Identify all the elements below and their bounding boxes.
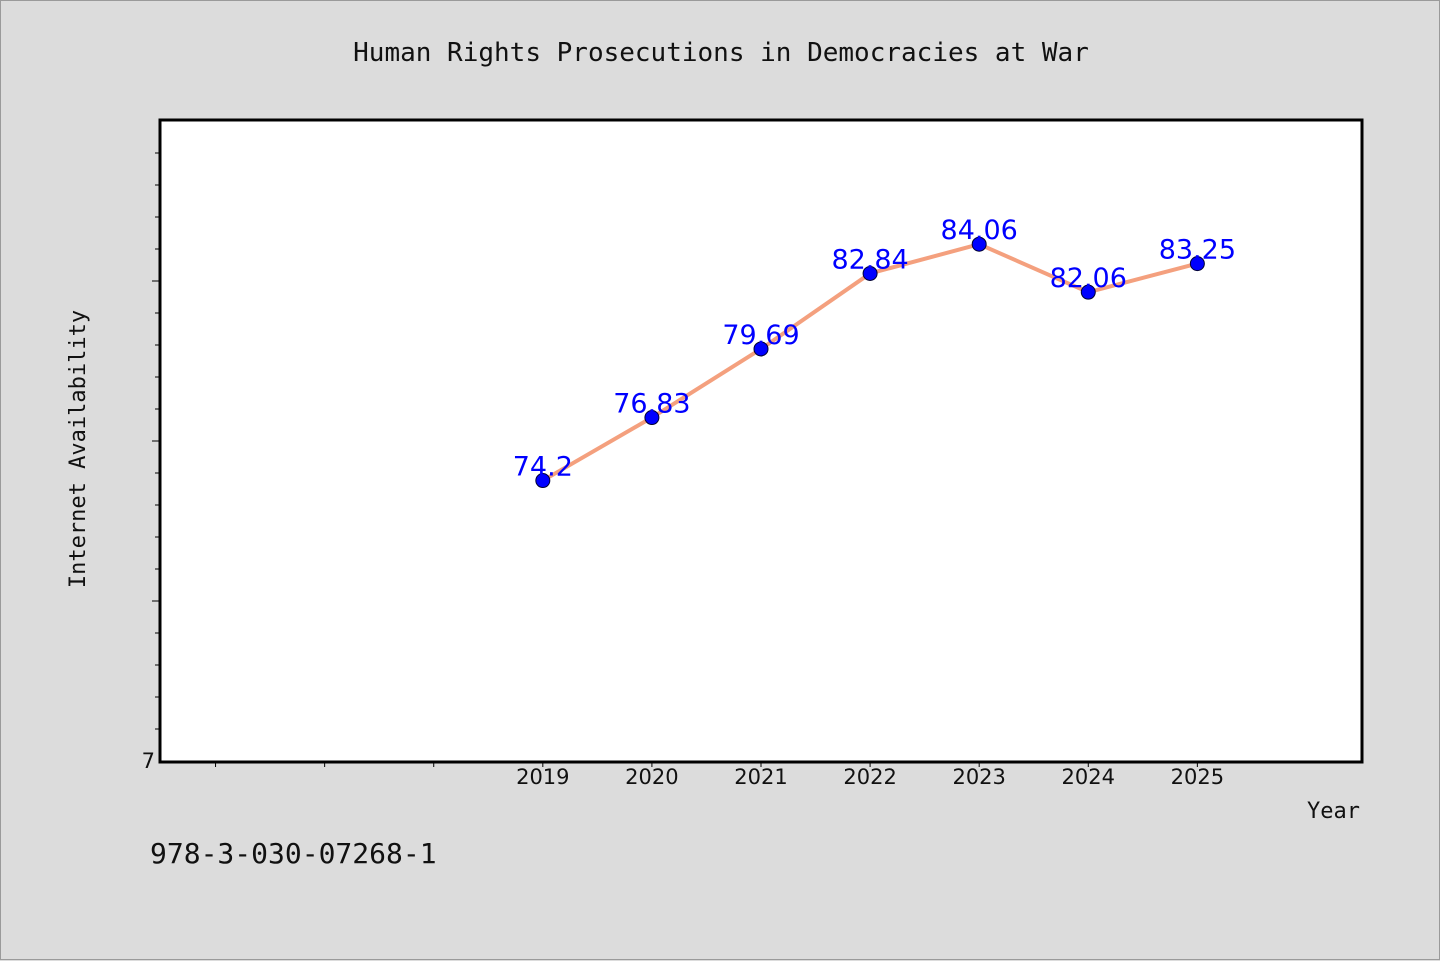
data-label: 84.06 [941, 215, 1018, 246]
data-point [535, 473, 551, 489]
x-axis-label: Year [1307, 799, 1360, 824]
x-tick-label: 2023 [952, 765, 1005, 789]
y-axis-label: Internet Availability [66, 310, 91, 588]
x-tick-label: 2024 [1062, 765, 1115, 789]
y-axis-ticks: 7 [142, 152, 160, 773]
data-label: 82.84 [831, 244, 908, 275]
x-tick-label: 2022 [843, 765, 896, 789]
data-label: 82.06 [1050, 263, 1127, 294]
x-tick-label: 2020 [625, 765, 678, 789]
data-point [1189, 256, 1205, 272]
plot-area [158, 118, 1364, 764]
x-tick-label: 2019 [516, 765, 569, 789]
data-point [753, 341, 769, 357]
series-layer: 74.2 76.83 79.69 82.84 84.06 82.06 83.25 [513, 215, 1236, 489]
data-point [644, 410, 660, 426]
footer-code: 978-3-030-07268-1 [150, 837, 437, 870]
y-tick-label: 7 [142, 749, 155, 773]
data-point [971, 236, 987, 252]
data-label: 83.25 [1159, 235, 1236, 266]
data-point [1080, 284, 1096, 300]
data-label: 76.83 [613, 389, 690, 420]
data-label: 74.2 [513, 452, 573, 483]
x-tick-label: 2025 [1171, 765, 1224, 789]
x-tick-label: 2021 [734, 765, 787, 789]
data-label: 79.69 [722, 320, 799, 351]
chart-title: Human Rights Prosecutions in Democracies… [353, 38, 1089, 68]
x-axis-ticks: 2019 2020 2021 2022 2023 2024 2025 [215, 762, 1224, 789]
data-point [862, 265, 878, 281]
